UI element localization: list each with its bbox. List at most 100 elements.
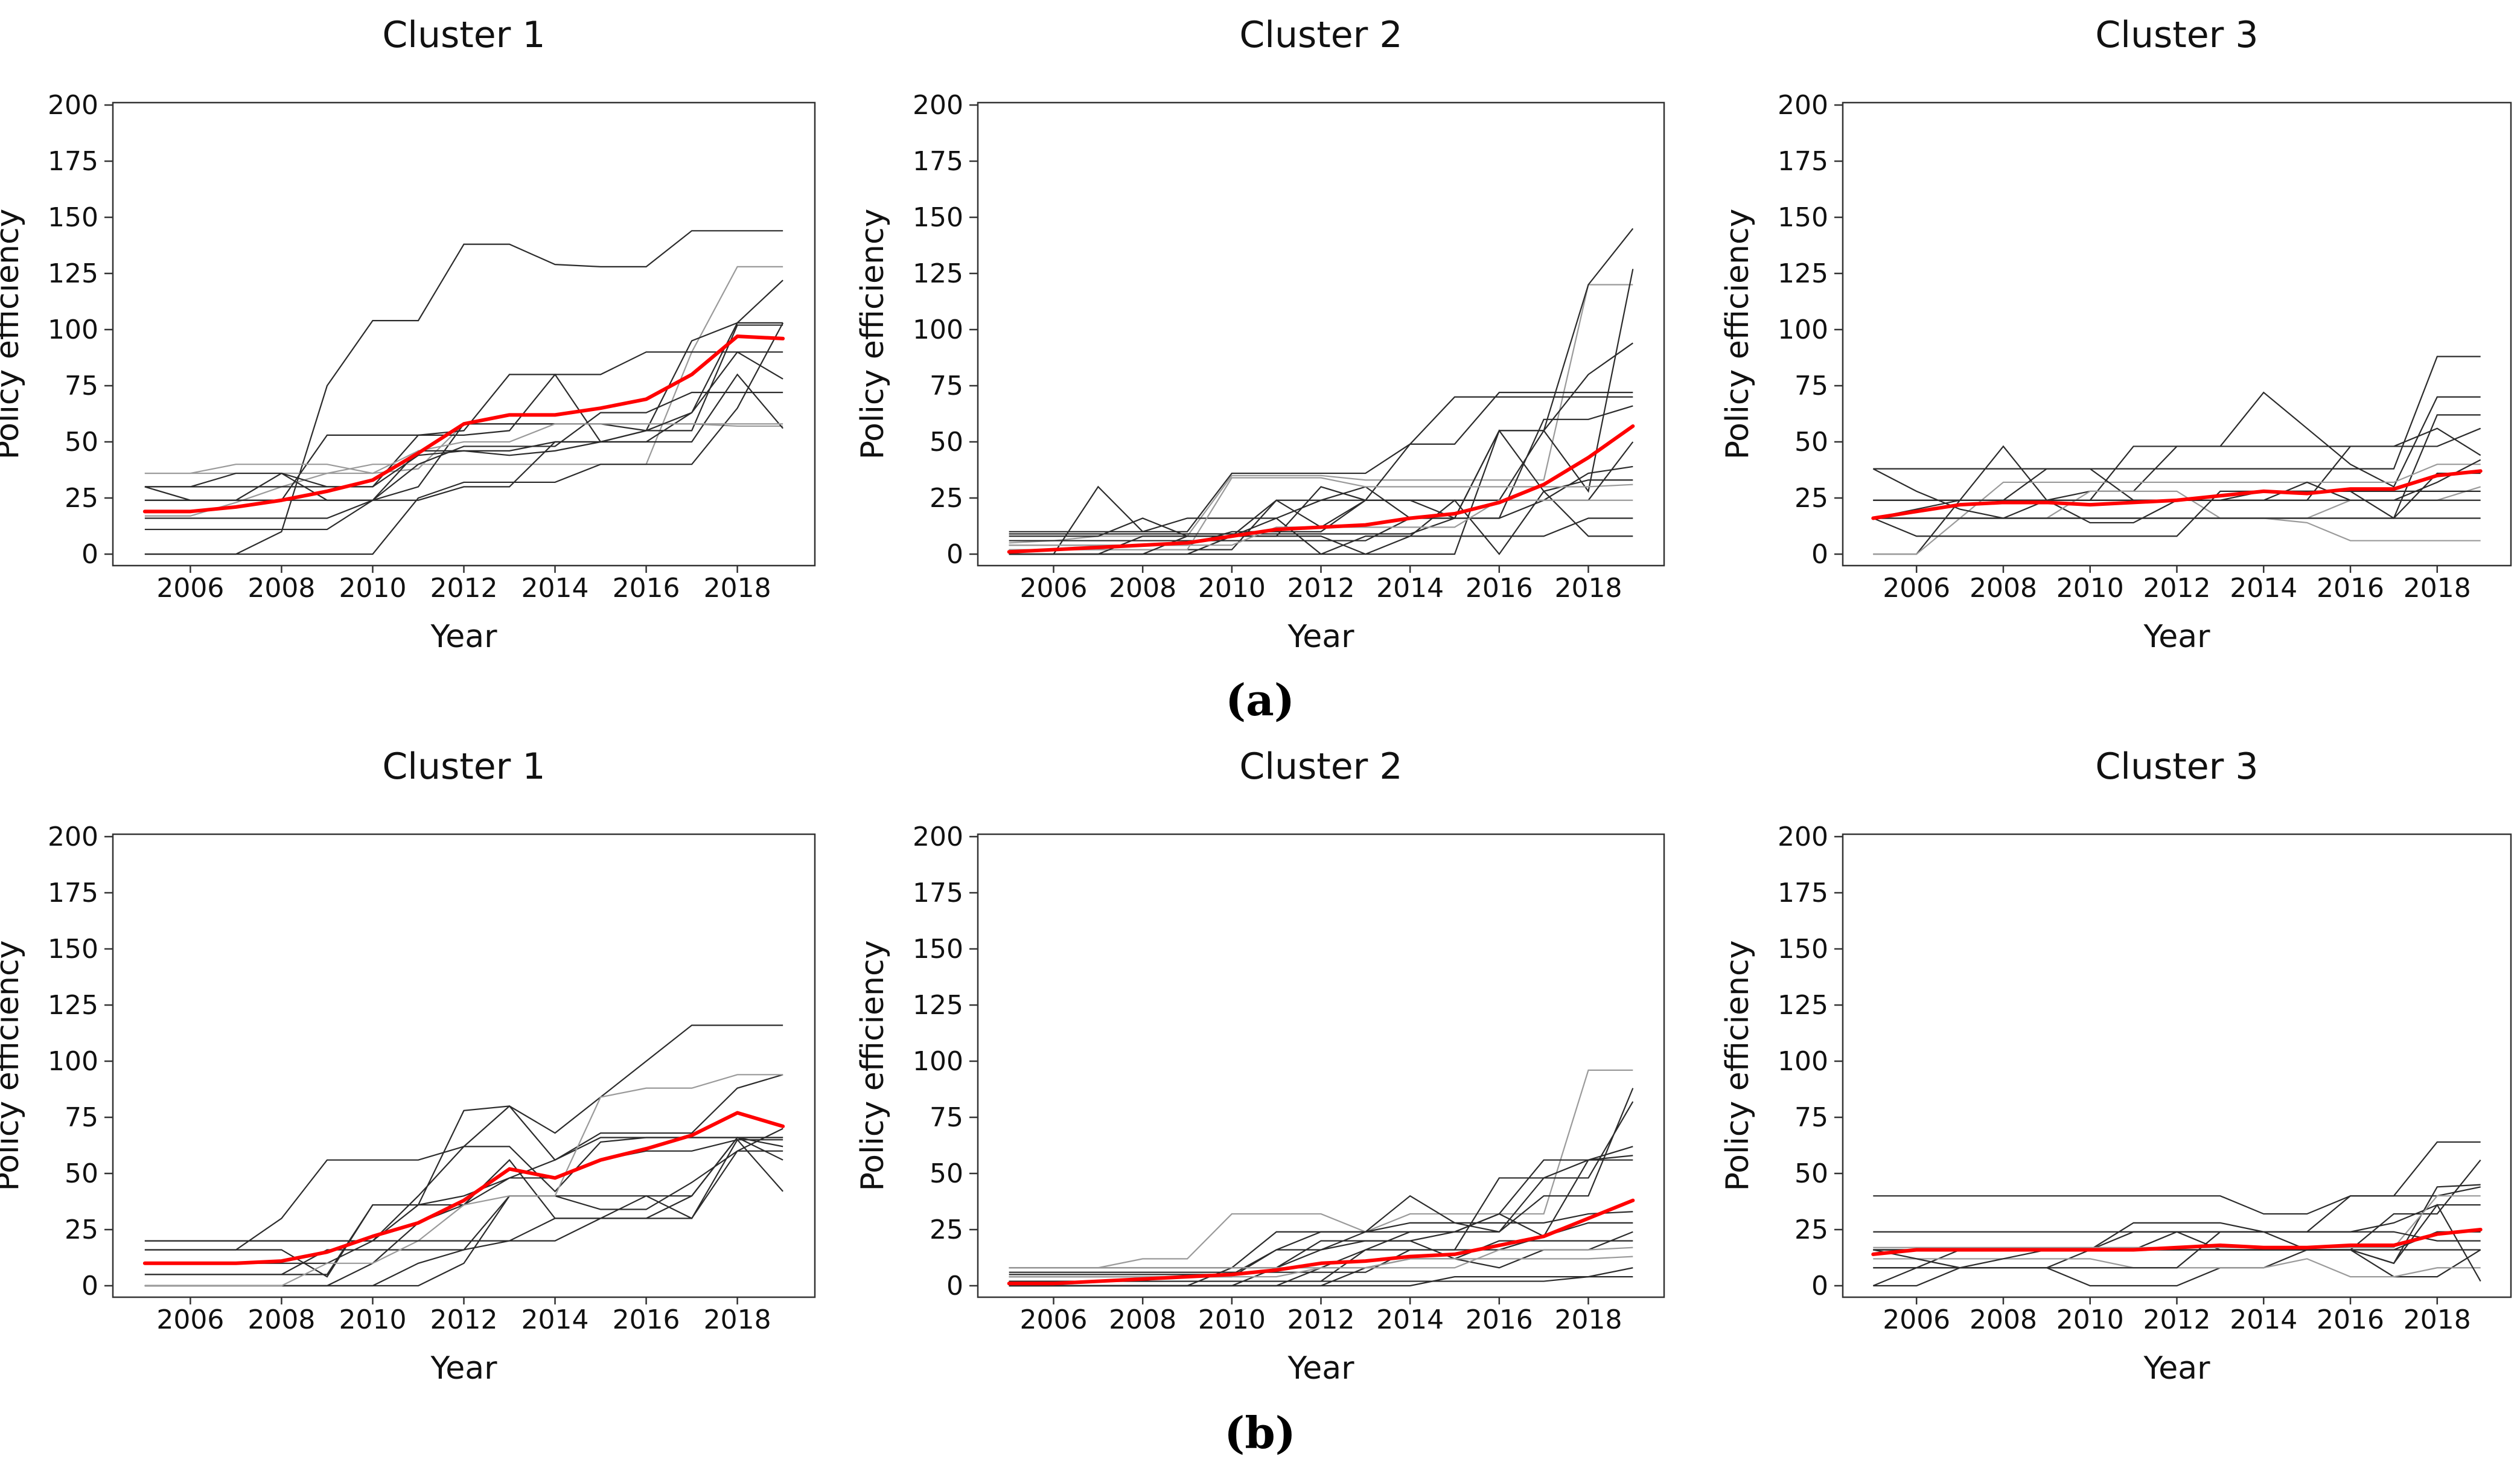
trajectory-line <box>1873 427 2481 524</box>
x-tick-label: 2012 <box>430 1304 498 1335</box>
y-tick-label: 125 <box>1778 990 1828 1021</box>
x-axis-label: Year <box>2143 619 2210 655</box>
y-tick-label: 150 <box>1778 202 1828 233</box>
x-tick-label: 2008 <box>1109 1304 1176 1335</box>
y-axis-label: Policy efficiency <box>855 209 891 460</box>
x-tick-label: 2010 <box>339 1304 406 1335</box>
trajectory-line <box>1009 405 1633 537</box>
x-tick-label: 2014 <box>1376 573 1444 604</box>
x-tick-label: 2018 <box>704 573 771 604</box>
trajectory-line <box>1009 429 1633 541</box>
y-tick-label: 125 <box>1778 258 1828 289</box>
y-tick-label: 25 <box>930 483 963 514</box>
trajectory-line <box>1872 490 2481 537</box>
chart-title: Cluster 3 <box>2095 745 2258 788</box>
x-tick-label: 2016 <box>613 1304 680 1335</box>
trajectory-line <box>1009 499 1633 546</box>
y-tick-label: 50 <box>1794 1158 1828 1189</box>
trajectory-line <box>144 266 783 517</box>
x-tick-label: 2006 <box>156 573 224 604</box>
x-tick-label: 2008 <box>1970 573 2037 604</box>
subplot-a-cluster-3: 2006 2008 2010 2012 2014 2016 2018 0 25 50 75 100 12… <box>1720 14 2512 655</box>
subplot-a-cluster-1: 2006 2008 2010 2012 2014 2016 2018 0 25 50 75 100 12… <box>0 14 816 655</box>
x-tick-label: 2018 <box>2404 1304 2471 1335</box>
trajectory-line <box>144 351 783 501</box>
y-axis-label: Policy efficiency <box>1720 940 1756 1192</box>
trajectory-line <box>1873 1159 2481 1251</box>
mean-line <box>1007 424 1635 554</box>
trajectory-line <box>1009 1256 1633 1269</box>
chart-title: Cluster 2 <box>1239 14 1402 56</box>
chart-title: Cluster 2 <box>1239 745 1402 788</box>
x-tick-label: 2006 <box>1020 573 1088 604</box>
trajectory-line <box>1009 441 1634 535</box>
x-tick-label: 2010 <box>339 573 406 604</box>
y-tick-label: 150 <box>913 934 963 965</box>
x-tick-label: 2012 <box>2143 1304 2211 1335</box>
trajectory-line <box>1009 1231 1633 1275</box>
trajectory-line <box>1873 391 2481 555</box>
y-tick-label: 200 <box>1778 90 1828 121</box>
x-axis-label: Year <box>1287 619 1354 655</box>
caption-a: (a) <box>1225 674 1295 726</box>
x-tick-label: 2014 <box>2230 573 2297 604</box>
trajectory-line <box>144 351 783 488</box>
x-tick-label: 2006 <box>1883 1304 1950 1335</box>
mean-line <box>1871 469 2483 520</box>
trajectory-line <box>1873 1231 2481 1242</box>
x-tick-label: 2014 <box>2230 1304 2297 1335</box>
trajectory-line <box>1873 356 2481 470</box>
plot-area: 2006 2008 2010 2012 2014 2016 2018 0 25 50 75 100 12… <box>1778 90 2512 604</box>
y-tick-label: 125 <box>48 990 98 1021</box>
axis-frame <box>112 833 816 1298</box>
y-axis-label: Policy efficiency <box>0 209 26 460</box>
y-tick-label: 100 <box>48 314 98 345</box>
trajectory-line <box>1873 1141 2481 1215</box>
trajectory-line <box>1009 517 1633 555</box>
x-tick-label: 2012 <box>1287 1304 1355 1335</box>
trajectory-line <box>1873 1231 2481 1269</box>
x-tick-label: 2006 <box>1883 573 1950 604</box>
mean-line <box>1007 1198 1635 1286</box>
trajectory-line <box>1009 1101 1634 1287</box>
x-tick-label: 2006 <box>1020 1304 1088 1335</box>
trajectory-line <box>1009 269 1634 555</box>
trajectory-line <box>144 279 783 501</box>
trajectory-line <box>144 324 783 501</box>
x-tick-label: 2018 <box>2404 573 2471 604</box>
x-tick-label: 2014 <box>1376 1304 1444 1335</box>
plot-area: 2006 2008 2010 2012 2014 2016 2018 0 25 50 75 100 12… <box>48 822 816 1335</box>
x-tick-label: 2016 <box>2317 1304 2384 1335</box>
x-tick-label: 2016 <box>613 573 680 604</box>
y-tick-label: 0 <box>946 539 963 570</box>
caption-b: (b) <box>1224 1407 1296 1458</box>
trajectory-line <box>144 1074 783 1287</box>
x-tick-label: 2008 <box>1970 1304 2037 1335</box>
y-tick-label: 125 <box>913 258 963 289</box>
y-tick-label: 0 <box>81 1271 98 1301</box>
y-tick-label: 175 <box>1778 146 1828 177</box>
trajectory-line <box>144 423 783 474</box>
y-tick-label: 50 <box>930 427 963 458</box>
y-tick-label: 50 <box>65 427 98 458</box>
trajectory-line <box>1872 1184 2481 1287</box>
x-tick-label: 2016 <box>1466 1304 1533 1335</box>
trajectory-line <box>1009 477 1633 551</box>
y-tick-label: 0 <box>1811 539 1828 570</box>
subplot-a-cluster-2: 2006 2008 2010 2012 2014 2016 2018 0 25 50 75 100 12… <box>855 14 1665 655</box>
y-tick-label: 125 <box>48 258 98 289</box>
x-tick-label: 2010 <box>2056 573 2124 604</box>
y-tick-label: 50 <box>1794 427 1828 458</box>
trajectory-line <box>1009 1155 1633 1273</box>
trajectory-line <box>1009 228 1634 555</box>
plot-area: 2006 2008 2010 2012 2014 2016 2018 0 25 50 75 100 12… <box>913 822 1665 1335</box>
x-tick-label: 2008 <box>247 573 315 604</box>
trajectory-line <box>1009 1267 1633 1287</box>
x-axis-label: Year <box>2143 1350 2210 1387</box>
y-tick-label: 200 <box>913 822 963 852</box>
y-tick-label: 75 <box>65 371 98 401</box>
y-axis-label: Policy efficiency <box>0 940 26 1192</box>
y-tick-label: 175 <box>913 878 963 908</box>
y-tick-label: 100 <box>48 1046 98 1077</box>
